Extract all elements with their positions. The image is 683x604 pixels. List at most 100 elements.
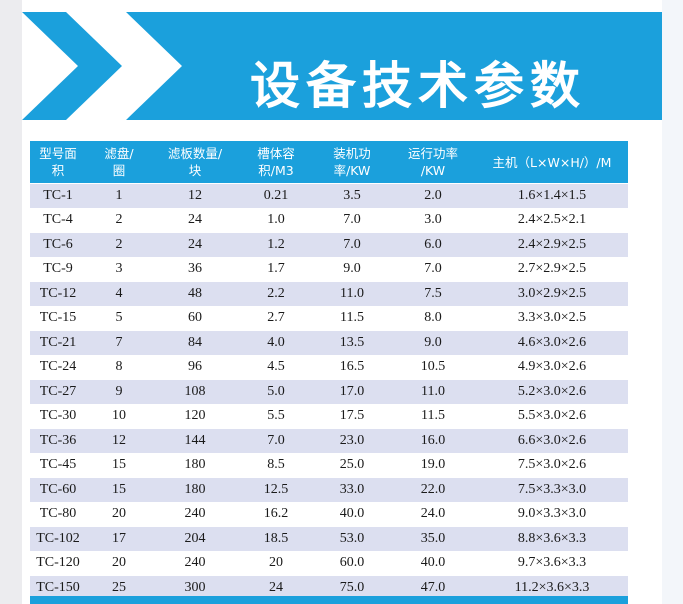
table-cell: 1.2 [238, 232, 314, 258]
table-cell: 20 [86, 502, 152, 527]
table-cell: 7.5×3.0×2.6 [476, 453, 628, 478]
table-cell: 5 [86, 306, 152, 331]
column-header: 滤板数量/块 [152, 141, 238, 184]
table-cell: 16.2 [238, 502, 314, 527]
column-header-text: 积/M3 [258, 163, 294, 178]
table-cell: 22.0 [390, 477, 476, 503]
table-cell: 2.7 [238, 306, 314, 331]
table-cell: 5.5 [238, 404, 314, 429]
table-row: TC-120 20 240 20 60.0 40.0 9.7×3.6×3.3 [30, 551, 628, 576]
table-cell: 12 [86, 428, 152, 454]
table-row: TC-1 1 12 0.21 3.5 2.0 1.6×1.4×1.5 [30, 183, 628, 209]
table-cell: 11.5 [314, 306, 390, 331]
table-cell: 48 [152, 281, 238, 307]
table-cell: TC-6 [30, 232, 86, 258]
table-bottom-bar [30, 596, 628, 604]
table-cell: 15 [86, 477, 152, 503]
table-cell: 7 [86, 330, 152, 356]
table-row: TC-12 4 48 2.2 11.0 7.5 3.0×2.9×2.5 [30, 281, 628, 307]
table-cell: 11.5 [390, 404, 476, 429]
table-cell: 15 [86, 453, 152, 478]
table-cell: 5.2×3.0×2.6 [476, 379, 628, 405]
column-header-text: 装机功 [333, 146, 371, 161]
table-cell: 3 [86, 257, 152, 282]
column-header-text: /KW [420, 163, 446, 178]
column-header-text: 滤盘/ [104, 146, 134, 161]
table-cell: 2 [86, 208, 152, 233]
table-cell: 24.0 [390, 502, 476, 527]
table-cell: 240 [152, 551, 238, 576]
table-row: TC-45 15 180 8.5 25.0 19.0 7.5×3.0×2.6 [30, 453, 628, 478]
table-cell: 7.0 [314, 208, 390, 233]
table-cell: 7.5×3.3×3.0 [476, 477, 628, 503]
table-cell: 16.5 [314, 355, 390, 380]
table-cell: 7.5 [390, 281, 476, 307]
table-cell: 60.0 [314, 551, 390, 576]
table-cell: 16.0 [390, 428, 476, 454]
table-cell: 12.5 [238, 477, 314, 503]
column-header-text: 块 [188, 163, 202, 178]
table-cell: TC-102 [30, 526, 86, 552]
equipment-spec-table: 型号面积滤盘/圈滤板数量/块槽体容 积/M3 装机功 率/KW 运行功率/KW 主机（L×… [30, 141, 628, 601]
column-header-text: 运行功率 [407, 146, 458, 161]
table-cell: TC-15 [30, 306, 86, 331]
table-cell: 9.0 [390, 330, 476, 356]
table-row: TC-60 15 180 12.5 33.0 22.0 7.5×3.3×3.0 [30, 477, 628, 503]
column-header-text: 圈 [112, 163, 126, 178]
column-header: 运行功率/KW [390, 141, 476, 184]
table-cell: 13.5 [314, 330, 390, 356]
table-cell: TC-21 [30, 330, 86, 356]
table-cell: 17 [86, 526, 152, 552]
table-header-row: 型号面积滤盘/圈滤板数量/块槽体容 积/M3 装机功 率/KW 运行功率/KW 主机（L×… [30, 141, 628, 184]
table-row: TC-4 2 24 1.0 7.0 3.0 2.4×2.5×2.1 [30, 208, 628, 233]
table-cell: 6.0 [390, 232, 476, 258]
table-cell: 1.0 [238, 208, 314, 233]
table-cell: 9.0×3.3×3.0 [476, 502, 628, 527]
table-cell: 3.0 [390, 208, 476, 233]
table-cell: TC-27 [30, 379, 86, 405]
table-cell: 4 [86, 281, 152, 307]
table-cell: 2 [86, 232, 152, 258]
table-cell: 7.0 [314, 232, 390, 258]
table-cell: 120 [152, 404, 238, 429]
table-cell: 4.0 [238, 330, 314, 356]
table-cell: 180 [152, 453, 238, 478]
table-cell: 2.4×2.9×2.5 [476, 232, 628, 258]
column-header-text: 型号面 [39, 146, 77, 161]
table-cell: 6.6×3.0×2.6 [476, 428, 628, 454]
table-cell: 8.5 [238, 453, 314, 478]
table-cell: 9 [86, 379, 152, 405]
table-cell: 5.0 [238, 379, 314, 405]
table-row: TC-15 5 60 2.7 11.5 8.0 3.3×3.0×2.5 [30, 306, 628, 331]
table-cell: 4.9×3.0×2.6 [476, 355, 628, 380]
left-margin-strip [0, 0, 22, 604]
table-cell: TC-30 [30, 404, 86, 429]
table-cell: 11.0 [390, 379, 476, 405]
table-cell: TC-9 [30, 257, 86, 282]
table-cell: 10 [86, 404, 152, 429]
table-row: TC-102 17 204 18.5 53.0 35.0 8.8×3.6×3.3 [30, 526, 628, 552]
table-cell: 35.0 [390, 526, 476, 552]
table-cell: 9.7×3.6×3.3 [476, 551, 628, 576]
table-cell: 75.0 [314, 575, 390, 601]
table-cell: 40.0 [314, 502, 390, 527]
table-cell: 7.0 [238, 428, 314, 454]
table-row: TC-150 25 300 24 75.0 47.0 11.2×3.6×3.3 [30, 575, 628, 601]
table-cell: 240 [152, 502, 238, 527]
table-row: TC-80 20 240 16.2 40.0 24.0 9.0×3.3×3.0 [30, 502, 628, 527]
column-header-text: 槽体容 [257, 146, 295, 161]
table-cell: 96 [152, 355, 238, 380]
table-cell: 180 [152, 477, 238, 503]
table-cell: 3.0×2.9×2.5 [476, 281, 628, 307]
table-cell: 1.7 [238, 257, 314, 282]
table-cell: TC-4 [30, 208, 86, 233]
table-cell: 108 [152, 379, 238, 405]
table-row: TC-21 7 84 4.0 13.5 9.0 4.6×3.0×2.6 [30, 330, 628, 356]
table-cell: 20 [86, 551, 152, 576]
table-row: TC-24 8 96 4.5 16.5 10.5 4.9×3.0×2.6 [30, 355, 628, 380]
table-cell: 144 [152, 428, 238, 454]
table-cell: TC-80 [30, 502, 86, 527]
table-cell: TC-45 [30, 453, 86, 478]
right-margin-strip [662, 0, 683, 604]
